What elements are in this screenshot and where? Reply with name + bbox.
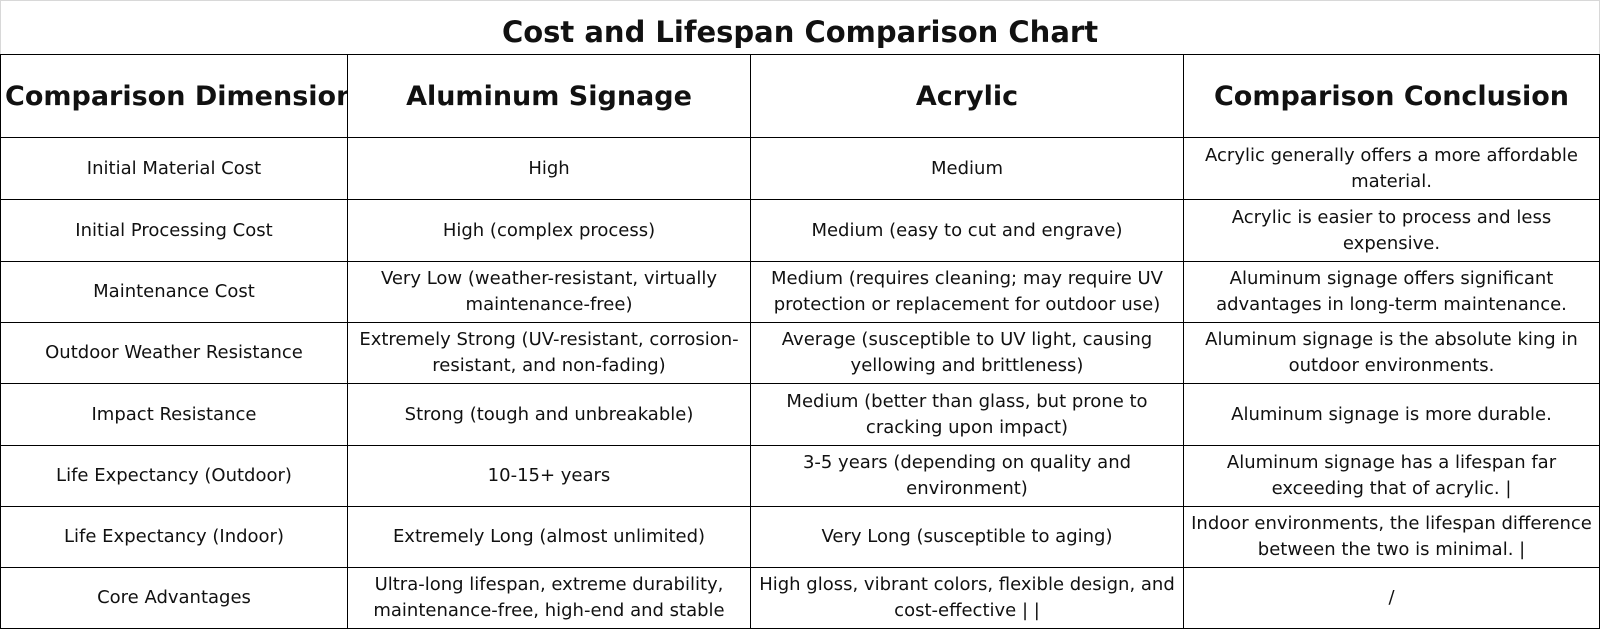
header-acrylic: Acrylic	[750, 54, 1184, 138]
dimension-cell: Outdoor Weather Resistance	[0, 322, 348, 384]
conclusion-cell: Acrylic generally offers a more affordab…	[1183, 137, 1600, 200]
acrylic-cell: 3-5 years (depending on quality and envi…	[750, 445, 1184, 507]
conclusion-cell: Aluminum signage has a lifespan far exce…	[1183, 445, 1600, 507]
table-row: Core Advantages Ultra-long lifespan, extr…	[0, 567, 1600, 629]
table-title: Cost and Lifespan Comparison Chart	[0, 0, 1600, 55]
table-row: Initial Material Cost High Medium Acrylic g…	[0, 137, 1600, 200]
dimension-cell: Life Expectancy (Outdoor)	[0, 445, 348, 507]
aluminum-cell: Extremely Strong (UV-resistant, corrosio…	[347, 322, 751, 384]
table-row: Impact Resistance Strong (tough and unbre…	[0, 383, 1600, 446]
dimension-cell: Initial Material Cost	[0, 137, 348, 200]
aluminum-cell: Strong (tough and unbreakable)	[347, 383, 751, 446]
acrylic-cell: Average (susceptible to UV light, causin…	[750, 322, 1184, 384]
aluminum-cell: Ultra-long lifespan, extreme durability,…	[347, 567, 751, 629]
aluminum-cell: Extremely Long (almost unlimited)	[347, 506, 751, 568]
header-comparison-dimensions: Comparison Dimensions	[0, 54, 348, 138]
acrylic-cell: High gloss, vibrant colors, flexible des…	[750, 567, 1184, 629]
title-row: Cost and Lifespan Comparison Chart	[0, 0, 1600, 55]
dimension-cell: Initial Processing Cost	[0, 199, 348, 262]
conclusion-cell: /	[1183, 567, 1600, 629]
conclusion-cell: Acrylic is easier to process and less ex…	[1183, 199, 1600, 262]
conclusion-cell: Aluminum signage is more durable.	[1183, 383, 1600, 446]
dimension-cell: Impact Resistance	[0, 383, 348, 446]
aluminum-cell: Very Low (weather-resistant, virtually m…	[347, 261, 751, 323]
table-row: Life Expectancy (Indoor) Extremely Long (…	[0, 506, 1600, 568]
acrylic-cell: Medium (better than glass, but prone to …	[750, 383, 1184, 446]
conclusion-cell: Indoor environments, the lifespan differ…	[1183, 506, 1600, 568]
dimension-cell: Core Advantages	[0, 567, 348, 629]
acrylic-cell: Medium (easy to cut and engrave)	[750, 199, 1184, 262]
aluminum-cell: 10-15+ years	[347, 445, 751, 507]
table-row: Maintenance Cost Very Low (weather-resist…	[0, 261, 1600, 323]
aluminum-cell: High	[347, 137, 751, 200]
table-row: Life Expectancy (Outdoor) 10-15+ years 3-5…	[0, 445, 1600, 507]
table-row: Outdoor Weather Resistance Extremely Stro…	[0, 322, 1600, 384]
dimension-cell: Life Expectancy (Indoor)	[0, 506, 348, 568]
header-row: Comparison Dimensions Aluminum Signage A…	[0, 54, 1600, 138]
dimension-cell: Maintenance Cost	[0, 261, 348, 323]
acrylic-cell: Medium (requires cleaning; may require U…	[750, 261, 1184, 323]
table-row: Initial Processing Cost High (complex pro…	[0, 199, 1600, 262]
conclusion-cell: Aluminum signage offers significant adva…	[1183, 261, 1600, 323]
conclusion-cell: Aluminum signage is the absolute king in…	[1183, 322, 1600, 384]
header-aluminum-signage: Aluminum Signage	[347, 54, 751, 138]
aluminum-cell: High (complex process)	[347, 199, 751, 262]
header-comparison-conclusion: Comparison Conclusion	[1183, 54, 1600, 138]
acrylic-cell: Very Long (susceptible to aging)	[750, 506, 1184, 568]
acrylic-cell: Medium	[750, 137, 1184, 200]
